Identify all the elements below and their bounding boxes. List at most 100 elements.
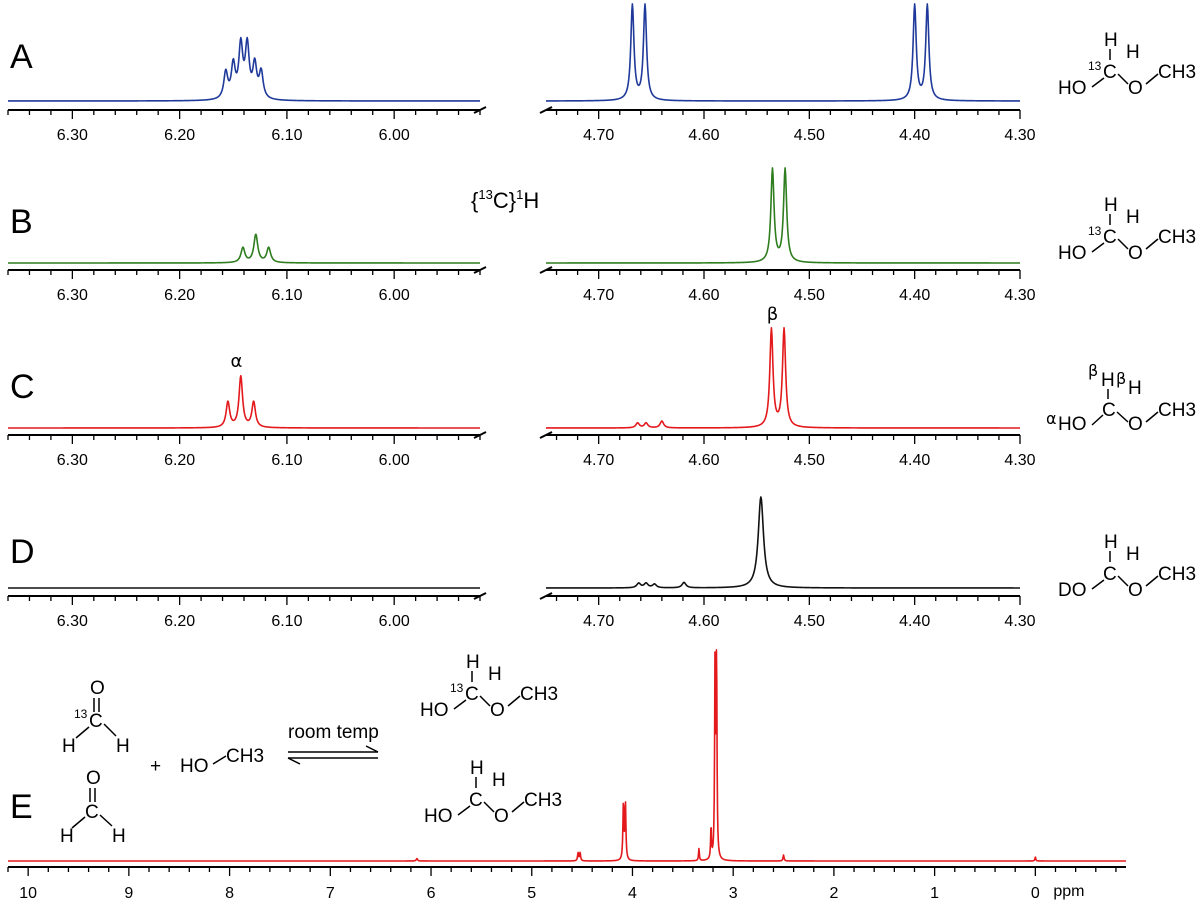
tick-label-c-right: 4.70 xyxy=(583,452,614,469)
structure-c: β H β H C α HO O CH3 xyxy=(1046,361,1196,435)
formaldehyde-13c-iso: 13 xyxy=(74,707,88,721)
product-o: O xyxy=(494,806,509,827)
formaldehyde-h-left: H xyxy=(60,826,74,847)
forward-arrow-head xyxy=(365,745,379,753)
structure-c-bond xyxy=(1116,411,1129,423)
axis-break-d-right xyxy=(539,592,553,600)
spectrum-trace-c-left xyxy=(7,374,481,429)
structure-b-c: C xyxy=(1103,227,1117,248)
tick-label-c-right: 4.50 xyxy=(794,452,825,469)
formaldehyde-h-right: H xyxy=(112,826,126,847)
tick-label-e: 10 xyxy=(19,885,37,902)
tick-label-e: 8 xyxy=(225,885,234,902)
product-13c-h-right: H xyxy=(488,664,502,685)
formaldehyde-o: O xyxy=(86,768,101,789)
tick-label-a-right: 4.40 xyxy=(899,127,930,144)
structure-b-ho: HO xyxy=(1058,243,1087,264)
tick-label-b-left: 6.10 xyxy=(271,287,302,304)
structure-b-o: O xyxy=(1128,243,1143,264)
product-13c-c: C xyxy=(465,684,479,705)
structure-a: H H 13 C HO O CH3 xyxy=(1058,30,1196,99)
structure-d-bond xyxy=(1117,575,1129,587)
reaction-scheme: O 13 C H H O C H H + HO CH3 r xyxy=(60,652,562,847)
formaldehyde-13c-o: O xyxy=(90,678,105,699)
formaldehyde-13c-h-left: H xyxy=(62,736,76,757)
tick-label-c-right: 4.40 xyxy=(899,452,930,469)
structure-b-h-top: H xyxy=(1104,195,1118,216)
structure-d-ch3: CH3 xyxy=(1158,564,1196,585)
structure-d-do: DO xyxy=(1058,580,1087,601)
tick-label-c-left: 6.20 xyxy=(164,452,195,469)
tick-label-e: 1 xyxy=(930,885,939,902)
structure-b-iso: 13 xyxy=(1088,224,1102,238)
spectrum-trace-c-right xyxy=(545,327,1021,429)
tick-label-d-right: 4.30 xyxy=(1004,613,1035,630)
methanol-ch3: CH3 xyxy=(226,746,264,767)
tick-label-e: 3 xyxy=(729,885,738,902)
structure-d-bond xyxy=(1091,579,1105,590)
tick-label-d-right: 4.50 xyxy=(794,613,825,630)
structure-c-ho: HO xyxy=(1058,414,1087,435)
tick-label-e: 7 xyxy=(326,885,335,902)
structure-a-bond xyxy=(1117,73,1129,85)
axis-break-b-right xyxy=(539,266,553,274)
tick-label-a-left: 6.10 xyxy=(271,127,302,144)
structure-a-ho: HO xyxy=(1058,78,1087,99)
structure-a-o: O xyxy=(1128,78,1143,99)
tick-label-e: 2 xyxy=(829,885,838,902)
product-ho: HO xyxy=(424,806,453,827)
structure-d-bond xyxy=(1145,575,1159,587)
structure-a-ch3: CH3 xyxy=(1158,62,1196,83)
tick-label-c-right: 4.30 xyxy=(1004,452,1035,469)
reaction-condition: room temp xyxy=(288,722,379,743)
formaldehyde-13c-bond xyxy=(75,726,90,739)
product-bond xyxy=(457,805,471,816)
reverse-arrow-head xyxy=(287,757,301,765)
axis-break-c-right xyxy=(539,431,553,439)
methanol-ho: HO xyxy=(180,756,209,777)
structure-c-bond xyxy=(1145,411,1159,423)
structure-c-beta-2: β xyxy=(1116,369,1126,388)
structure-b-bond xyxy=(1091,242,1105,253)
tick-label-d-right: 4.70 xyxy=(583,613,614,630)
panel-letter-a: A xyxy=(10,38,33,76)
tick-label-a-right: 4.70 xyxy=(583,127,614,144)
product-13c-bond xyxy=(453,699,467,710)
tick-label-c-left: 6.30 xyxy=(57,452,88,469)
spectrum-trace-d-right xyxy=(545,496,1021,589)
formaldehyde-13c-c: C xyxy=(89,711,103,732)
product-13c-hemiacetal: H H 13 C HO O CH3 xyxy=(420,652,558,721)
structure-c-beta-1: β xyxy=(1088,361,1098,380)
structure-c-o: O xyxy=(1128,414,1143,435)
structure-b-bond xyxy=(1117,238,1129,250)
structure-d-c: C xyxy=(1103,564,1117,585)
methanol: HO CH3 xyxy=(180,746,264,777)
tick-label-b-left: 6.20 xyxy=(164,287,195,304)
product-h-right: H xyxy=(492,770,506,791)
panel-letter-b: B xyxy=(10,203,33,241)
product-13c-iso: 13 xyxy=(450,681,464,695)
structure-b: H H 13 C HO O CH3 xyxy=(1058,195,1196,264)
tick-label-e: 4 xyxy=(628,885,637,902)
panel-letter-e: E xyxy=(10,788,33,826)
tick-label-e: 9 xyxy=(124,885,133,902)
formaldehyde: O C H H xyxy=(60,768,126,847)
spectrum-trace-b-right xyxy=(545,167,1021,264)
axis-break-a-right xyxy=(539,106,553,114)
tick-label-a-right: 4.50 xyxy=(794,127,825,144)
structure-b-h-right: H xyxy=(1126,207,1140,228)
structure-d-h-top: H xyxy=(1104,532,1118,553)
product-hemiacetal: H H C HO O CH3 xyxy=(424,758,562,827)
tick-label-c-left: 6.00 xyxy=(379,452,410,469)
formaldehyde-13c-bond xyxy=(103,723,117,737)
product-13c-ch3: CH3 xyxy=(520,684,558,705)
formaldehyde-c: C xyxy=(85,802,99,823)
spectrum-trace-b-left xyxy=(7,233,481,264)
axis-break-d-left xyxy=(473,592,487,600)
tick-label-e: 6 xyxy=(427,885,436,902)
axis-break-b-left xyxy=(473,266,487,274)
tick-label-a-left: 6.20 xyxy=(164,127,195,144)
structure-b-bond xyxy=(1145,238,1159,250)
structure-c-h-right: H xyxy=(1128,378,1142,399)
